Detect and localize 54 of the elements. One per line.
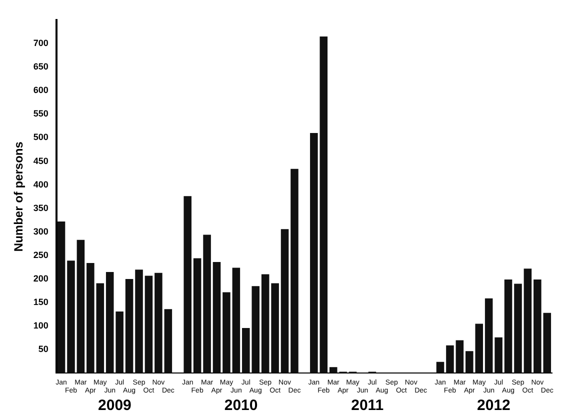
y-axis-title: Number of persons (12, 141, 26, 252)
text: 2012 (477, 397, 510, 414)
bar (193, 258, 202, 374)
bar (184, 196, 192, 374)
y-tick-label: 550 (33, 108, 48, 119)
bar (96, 283, 104, 374)
bar (504, 279, 512, 374)
bar (67, 260, 75, 374)
bar (222, 292, 230, 374)
bar (116, 312, 124, 374)
bar (280, 229, 289, 374)
y-tick-label: 50 (38, 344, 48, 354)
bar (261, 274, 270, 374)
bar (154, 272, 162, 374)
bar (57, 222, 66, 374)
y-tick-label: 150 (33, 297, 48, 308)
bar (106, 272, 114, 374)
bar (534, 279, 542, 374)
y-tick-label: 300 (33, 226, 48, 236)
bar (310, 133, 318, 374)
y-tick-label: 100 (33, 320, 48, 331)
y-tick-label: 600 (33, 85, 48, 96)
bar (436, 362, 444, 374)
y-tick-label: 400 (33, 179, 48, 190)
y-tick-label: 450 (33, 156, 48, 166)
bar (164, 309, 172, 374)
bar (329, 367, 338, 374)
text: 2010 (224, 397, 258, 414)
bar (232, 268, 240, 374)
text: 2011 (351, 397, 384, 414)
y-tick-label: 200 (33, 274, 48, 284)
bar (446, 345, 454, 374)
y-tick-label: 250 (33, 250, 48, 260)
bar (135, 270, 143, 374)
bar (524, 268, 532, 374)
bar (271, 283, 279, 374)
y-tick-label: 500 (33, 132, 48, 142)
y-tick-label: 350 (33, 202, 48, 213)
bar (456, 340, 464, 374)
bar (514, 284, 522, 374)
bar (320, 36, 328, 374)
bar (290, 168, 298, 374)
text: 2009 (98, 397, 132, 414)
bar (543, 312, 552, 374)
y-tick-label: 650 (33, 62, 48, 72)
bar (86, 263, 94, 374)
bar (484, 298, 493, 374)
bar (144, 276, 153, 374)
bar (494, 337, 502, 374)
bar (125, 279, 134, 374)
bar (76, 240, 85, 374)
bar (203, 234, 211, 374)
y-tick-label: 700 (33, 38, 48, 48)
bar (212, 262, 221, 374)
